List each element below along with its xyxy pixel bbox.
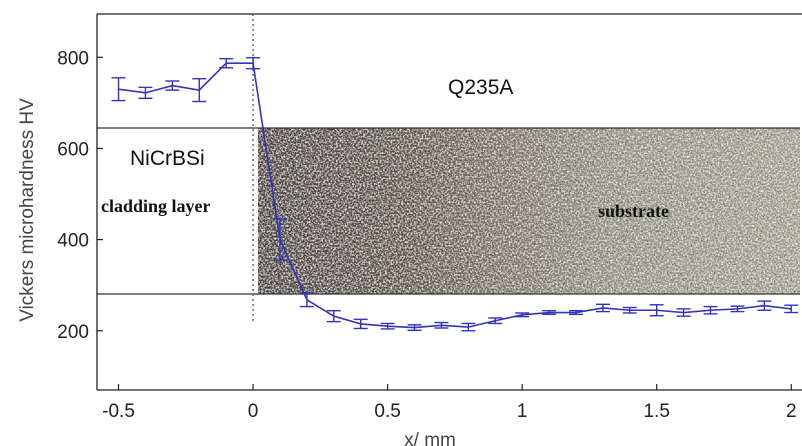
data-point — [676, 308, 691, 317]
data-point — [111, 77, 126, 102]
data-point — [568, 309, 583, 316]
y-axis-label: Vickers microhardness HV — [17, 98, 38, 322]
data-point — [165, 80, 180, 91]
x-tick-label: -0.5 — [102, 401, 135, 422]
micrograph-band — [258, 128, 800, 294]
data-point — [246, 57, 261, 70]
data-point — [622, 306, 637, 314]
material-label: NiCrBSi — [130, 147, 205, 170]
data-point — [353, 318, 368, 330]
data-point — [380, 322, 395, 330]
data-point — [542, 309, 557, 316]
y-tick-label: 400 — [57, 231, 89, 252]
x-axis-label: x/ mm — [404, 430, 456, 446]
data-point — [461, 322, 476, 332]
y-tick-label: 200 — [57, 322, 89, 343]
data-point — [730, 305, 745, 313]
data-point — [326, 309, 341, 323]
data-point — [784, 304, 799, 314]
y-tick-label: 600 — [57, 139, 89, 160]
data-point — [703, 305, 718, 315]
cladding-label: cladding layer — [101, 196, 211, 216]
data-point — [192, 78, 207, 103]
x-tick-label: 0 — [248, 401, 259, 422]
data-point — [757, 300, 772, 311]
x-tick-label: 0.5 — [374, 401, 400, 422]
y-tick-label: 800 — [57, 48, 89, 69]
substrate-label: substrate — [598, 201, 669, 221]
data-point — [515, 312, 530, 318]
x-tick-label: 1.5 — [643, 401, 669, 422]
x-tick-label: 2 — [786, 401, 797, 422]
data-point — [407, 324, 422, 331]
hardness-series-line — [118, 62, 792, 329]
data-point — [219, 57, 234, 69]
data-point — [138, 86, 153, 100]
data-point — [649, 304, 664, 317]
data-point — [488, 317, 503, 325]
x-tick-label: 1 — [517, 401, 528, 422]
top-label: Q235A — [448, 76, 513, 99]
data-point — [272, 218, 287, 261]
data-point — [299, 292, 314, 308]
data-point — [595, 303, 610, 313]
data-point — [434, 321, 449, 329]
